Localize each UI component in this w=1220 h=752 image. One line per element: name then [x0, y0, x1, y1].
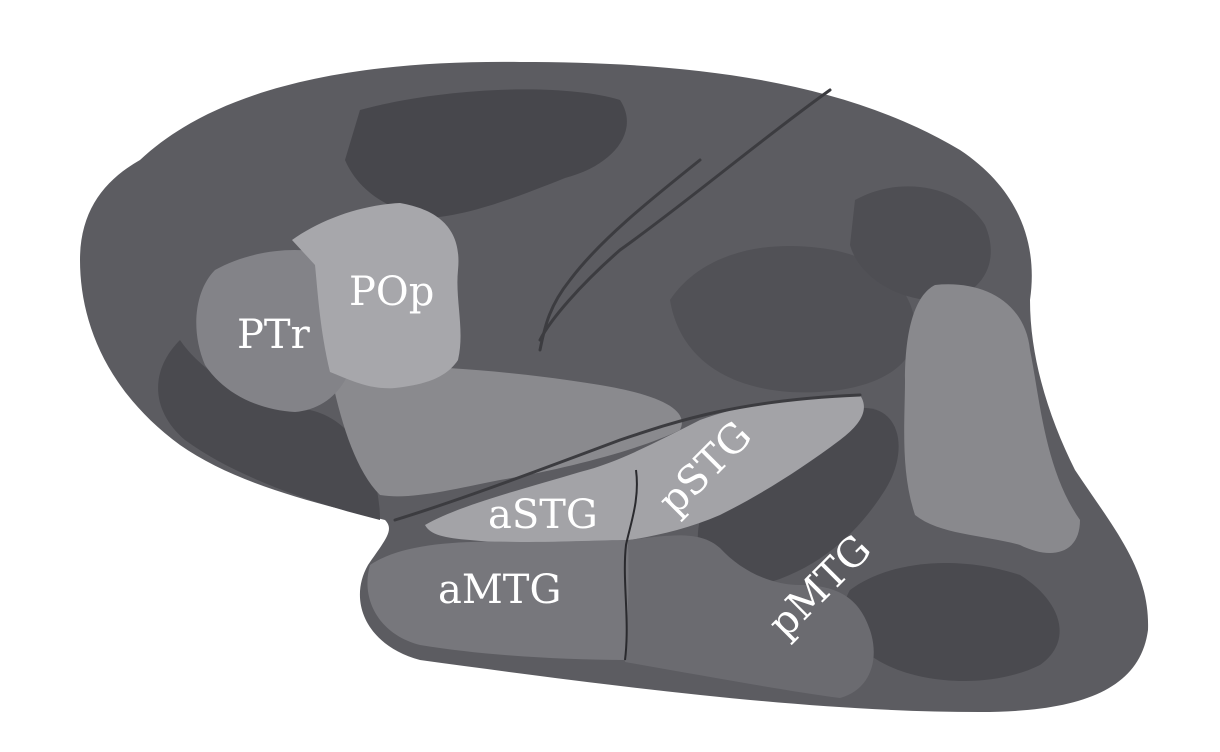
region-pmtg [625, 535, 874, 698]
region-ptr [196, 250, 350, 412]
region-amtg [367, 540, 629, 660]
dark-patch-parietal [670, 245, 916, 393]
temporal-divider-line [623, 469, 638, 661]
label-ptr: PTr [237, 312, 311, 358]
sylvian-fissure [393, 393, 862, 522]
dark-patch-frontal-top [345, 89, 627, 218]
dark-patch-temporal [697, 407, 899, 586]
label-astg: aSTG [488, 492, 598, 538]
central-sulcus [538, 88, 832, 342]
region-stg-band [425, 395, 864, 544]
dark-patch-frontal-lower [158, 340, 380, 520]
label-pop: POp [349, 269, 434, 315]
postcentral-sulcus [538, 158, 702, 352]
light-patch-insular [330, 366, 682, 497]
dark-patch-occipital-low [844, 563, 1060, 682]
light-patch-occipital-lateral [904, 284, 1080, 553]
dark-patch-occipital [850, 186, 991, 301]
region-pop [292, 203, 461, 389]
label-amtg: aMTG [438, 567, 561, 613]
